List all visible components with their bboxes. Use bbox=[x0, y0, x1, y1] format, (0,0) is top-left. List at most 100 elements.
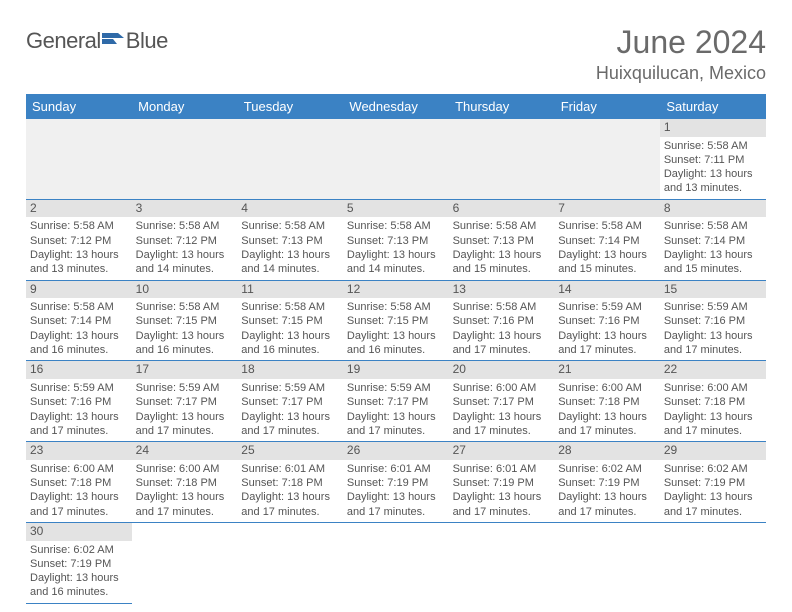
empty-cell bbox=[449, 119, 555, 199]
sunrise-text: Sunrise: 5:58 AM bbox=[453, 300, 551, 314]
day-cell: 20Sunrise: 6:00 AMSunset: 7:17 PMDayligh… bbox=[449, 361, 555, 442]
day-number: 14 bbox=[554, 281, 660, 299]
day-number: 4 bbox=[237, 200, 343, 218]
daylight-text: Daylight: 13 hours and 14 minutes. bbox=[241, 248, 339, 277]
sunset-text: Sunset: 7:18 PM bbox=[30, 476, 128, 490]
sunrise-text: Sunrise: 5:58 AM bbox=[136, 219, 234, 233]
daylight-text: Daylight: 13 hours and 17 minutes. bbox=[453, 329, 551, 358]
sunset-text: Sunset: 7:13 PM bbox=[453, 234, 551, 248]
daylight-text: Daylight: 13 hours and 17 minutes. bbox=[30, 410, 128, 439]
day-number: 25 bbox=[237, 442, 343, 460]
day-cell: 6Sunrise: 5:58 AMSunset: 7:13 PMDaylight… bbox=[449, 199, 555, 280]
day-details: Sunrise: 5:59 AMSunset: 7:17 PMDaylight:… bbox=[237, 379, 343, 441]
week-row: 9Sunrise: 5:58 AMSunset: 7:14 PMDaylight… bbox=[26, 280, 766, 361]
month-title: June 2024 bbox=[596, 24, 766, 61]
sunset-text: Sunset: 7:18 PM bbox=[558, 395, 656, 409]
day-cell: 27Sunrise: 6:01 AMSunset: 7:19 PMDayligh… bbox=[449, 442, 555, 523]
day-details: Sunrise: 5:58 AMSunset: 7:12 PMDaylight:… bbox=[132, 217, 238, 279]
sunset-text: Sunset: 7:19 PM bbox=[30, 557, 128, 571]
sunset-text: Sunset: 7:12 PM bbox=[136, 234, 234, 248]
brand-text-2: Blue bbox=[126, 28, 168, 54]
sunset-text: Sunset: 7:17 PM bbox=[453, 395, 551, 409]
day-cell: 11Sunrise: 5:58 AMSunset: 7:15 PMDayligh… bbox=[237, 280, 343, 361]
week-row: 23Sunrise: 6:00 AMSunset: 7:18 PMDayligh… bbox=[26, 442, 766, 523]
sunset-text: Sunset: 7:17 PM bbox=[241, 395, 339, 409]
day-cell: 15Sunrise: 5:59 AMSunset: 7:16 PMDayligh… bbox=[660, 280, 766, 361]
day-number: 21 bbox=[554, 361, 660, 379]
day-cell: 22Sunrise: 6:00 AMSunset: 7:18 PMDayligh… bbox=[660, 361, 766, 442]
day-cell: 28Sunrise: 6:02 AMSunset: 7:19 PMDayligh… bbox=[554, 442, 660, 523]
sunset-text: Sunset: 7:12 PM bbox=[30, 234, 128, 248]
brand-logo: General Blue bbox=[26, 28, 168, 54]
day-number: 11 bbox=[237, 281, 343, 299]
daylight-text: Daylight: 13 hours and 17 minutes. bbox=[558, 329, 656, 358]
day-cell: 4Sunrise: 5:58 AMSunset: 7:13 PMDaylight… bbox=[237, 199, 343, 280]
daylight-text: Daylight: 13 hours and 15 minutes. bbox=[558, 248, 656, 277]
sunrise-text: Sunrise: 5:59 AM bbox=[30, 381, 128, 395]
day-number: 19 bbox=[343, 361, 449, 379]
day-number: 12 bbox=[343, 281, 449, 299]
day-cell: 3Sunrise: 5:58 AMSunset: 7:12 PMDaylight… bbox=[132, 199, 238, 280]
day-number: 22 bbox=[660, 361, 766, 379]
day-details: Sunrise: 5:58 AMSunset: 7:11 PMDaylight:… bbox=[660, 137, 766, 199]
sunset-text: Sunset: 7:16 PM bbox=[30, 395, 128, 409]
daylight-text: Daylight: 13 hours and 17 minutes. bbox=[664, 329, 762, 358]
sunset-text: Sunset: 7:18 PM bbox=[136, 476, 234, 490]
sunrise-text: Sunrise: 5:58 AM bbox=[558, 219, 656, 233]
sunset-text: Sunset: 7:14 PM bbox=[558, 234, 656, 248]
day-number: 2 bbox=[26, 200, 132, 218]
sunset-text: Sunset: 7:15 PM bbox=[241, 314, 339, 328]
day-details: Sunrise: 5:59 AMSunset: 7:16 PMDaylight:… bbox=[26, 379, 132, 441]
day-cell: 23Sunrise: 6:00 AMSunset: 7:18 PMDayligh… bbox=[26, 442, 132, 523]
week-row: 1Sunrise: 5:58 AMSunset: 7:11 PMDaylight… bbox=[26, 119, 766, 199]
sunset-text: Sunset: 7:15 PM bbox=[347, 314, 445, 328]
day-cell: 17Sunrise: 5:59 AMSunset: 7:17 PMDayligh… bbox=[132, 361, 238, 442]
day-number: 29 bbox=[660, 442, 766, 460]
day-number: 24 bbox=[132, 442, 238, 460]
sunset-text: Sunset: 7:14 PM bbox=[664, 234, 762, 248]
day-details: Sunrise: 5:59 AMSunset: 7:17 PMDaylight:… bbox=[132, 379, 238, 441]
sunrise-text: Sunrise: 5:59 AM bbox=[241, 381, 339, 395]
day-details: Sunrise: 6:00 AMSunset: 7:18 PMDaylight:… bbox=[660, 379, 766, 441]
empty-cell bbox=[237, 522, 343, 603]
daylight-text: Daylight: 13 hours and 17 minutes. bbox=[558, 410, 656, 439]
sunrise-text: Sunrise: 5:59 AM bbox=[664, 300, 762, 314]
day-details: Sunrise: 6:02 AMSunset: 7:19 PMDaylight:… bbox=[660, 460, 766, 522]
day-cell: 10Sunrise: 5:58 AMSunset: 7:15 PMDayligh… bbox=[132, 280, 238, 361]
day-details: Sunrise: 6:01 AMSunset: 7:19 PMDaylight:… bbox=[449, 460, 555, 522]
day-details: Sunrise: 5:59 AMSunset: 7:16 PMDaylight:… bbox=[554, 298, 660, 360]
day-details: Sunrise: 6:00 AMSunset: 7:18 PMDaylight:… bbox=[554, 379, 660, 441]
sunrise-text: Sunrise: 5:58 AM bbox=[136, 300, 234, 314]
sunrise-text: Sunrise: 5:58 AM bbox=[347, 300, 445, 314]
day-number: 27 bbox=[449, 442, 555, 460]
sunset-text: Sunset: 7:19 PM bbox=[664, 476, 762, 490]
daylight-text: Daylight: 13 hours and 17 minutes. bbox=[664, 410, 762, 439]
daylight-text: Daylight: 13 hours and 16 minutes. bbox=[136, 329, 234, 358]
day-number: 18 bbox=[237, 361, 343, 379]
sunrise-text: Sunrise: 5:59 AM bbox=[558, 300, 656, 314]
daylight-text: Daylight: 13 hours and 14 minutes. bbox=[347, 248, 445, 277]
sunset-text: Sunset: 7:17 PM bbox=[136, 395, 234, 409]
day-number: 7 bbox=[554, 200, 660, 218]
sunset-text: Sunset: 7:19 PM bbox=[347, 476, 445, 490]
sunset-text: Sunset: 7:13 PM bbox=[347, 234, 445, 248]
header: General Blue June 2024 Huixquilucan, Mex… bbox=[26, 24, 766, 84]
sunrise-text: Sunrise: 5:58 AM bbox=[453, 219, 551, 233]
day-details: Sunrise: 5:58 AMSunset: 7:15 PMDaylight:… bbox=[343, 298, 449, 360]
day-details: Sunrise: 5:58 AMSunset: 7:14 PMDaylight:… bbox=[660, 217, 766, 279]
day-cell: 30Sunrise: 6:02 AMSunset: 7:19 PMDayligh… bbox=[26, 522, 132, 603]
sunrise-text: Sunrise: 5:58 AM bbox=[347, 219, 445, 233]
day-header: Friday bbox=[554, 94, 660, 119]
day-cell: 13Sunrise: 5:58 AMSunset: 7:16 PMDayligh… bbox=[449, 280, 555, 361]
day-details: Sunrise: 6:01 AMSunset: 7:19 PMDaylight:… bbox=[343, 460, 449, 522]
day-cell: 26Sunrise: 6:01 AMSunset: 7:19 PMDayligh… bbox=[343, 442, 449, 523]
empty-cell bbox=[343, 522, 449, 603]
day-cell: 24Sunrise: 6:00 AMSunset: 7:18 PMDayligh… bbox=[132, 442, 238, 523]
sunrise-text: Sunrise: 6:00 AM bbox=[664, 381, 762, 395]
day-details: Sunrise: 6:02 AMSunset: 7:19 PMDaylight:… bbox=[26, 541, 132, 603]
daylight-text: Daylight: 13 hours and 16 minutes. bbox=[347, 329, 445, 358]
day-cell: 16Sunrise: 5:59 AMSunset: 7:16 PMDayligh… bbox=[26, 361, 132, 442]
day-number: 15 bbox=[660, 281, 766, 299]
day-cell: 7Sunrise: 5:58 AMSunset: 7:14 PMDaylight… bbox=[554, 199, 660, 280]
day-number: 13 bbox=[449, 281, 555, 299]
